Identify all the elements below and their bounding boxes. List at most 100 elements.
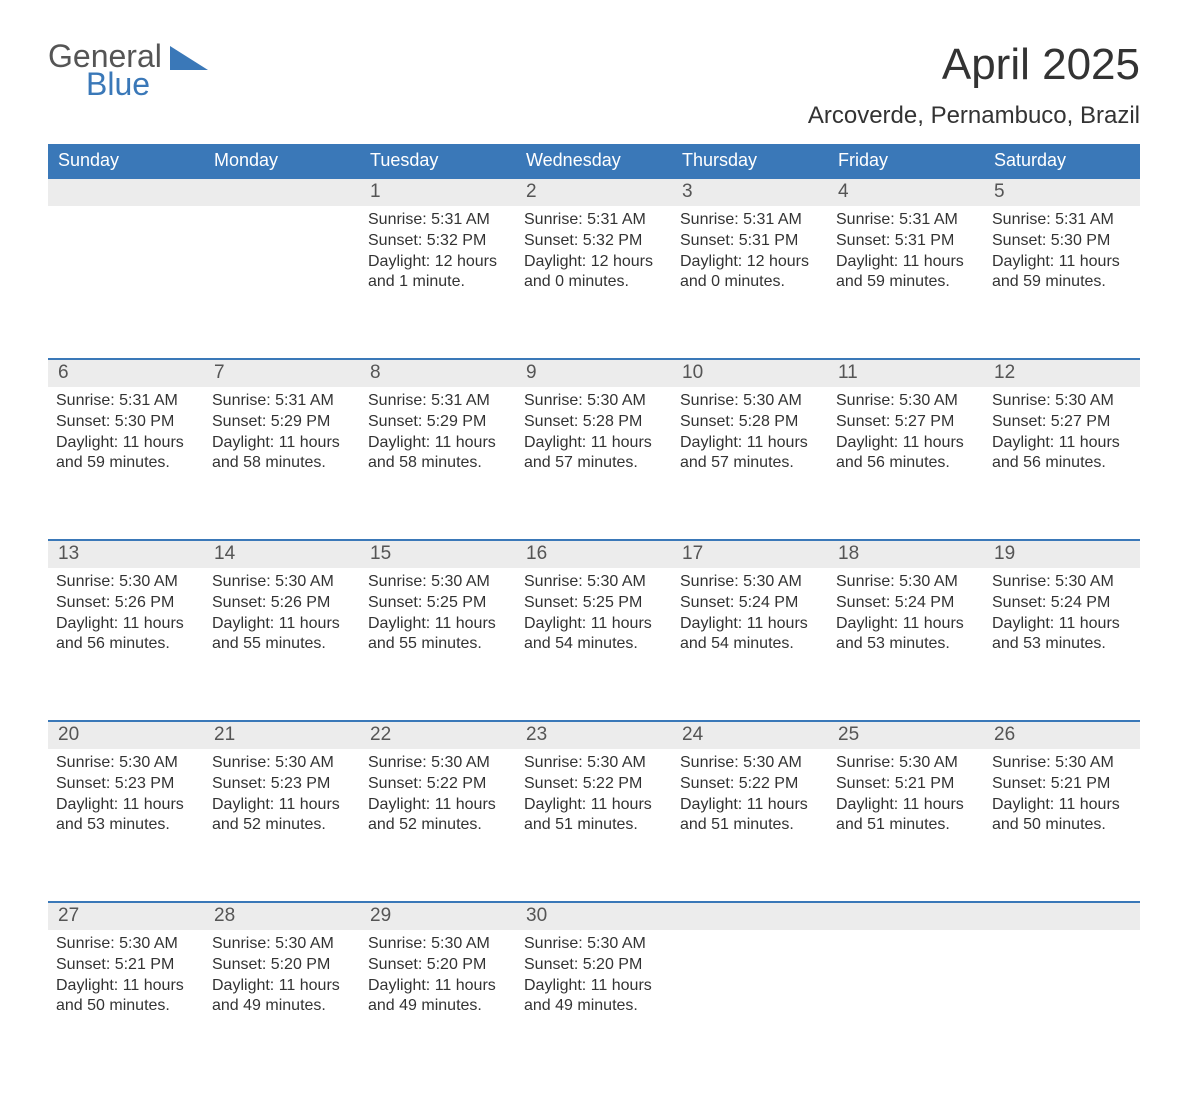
sunrise-text: Sunrise: 5:30 AM bbox=[524, 391, 664, 412]
day-cell: Sunrise: 5:30 AMSunset: 5:21 PMDaylight:… bbox=[48, 934, 204, 1062]
day-number: 22 bbox=[360, 722, 516, 749]
day-cell: Sunrise: 5:30 AMSunset: 5:23 PMDaylight:… bbox=[204, 753, 360, 881]
sunrise-text: Sunrise: 5:30 AM bbox=[368, 753, 508, 774]
day-number: 30 bbox=[516, 903, 672, 930]
weekday-header: Sunday bbox=[48, 144, 204, 179]
day-cell bbox=[672, 934, 828, 1062]
day-cell: Sunrise: 5:30 AMSunset: 5:28 PMDaylight:… bbox=[672, 391, 828, 519]
header: General Blue April 2025 Arcoverde, Perna… bbox=[48, 40, 1140, 130]
day-number: 24 bbox=[672, 722, 828, 749]
day-body: Sunrise: 5:30 AMSunset: 5:22 PMDaylight:… bbox=[368, 753, 508, 836]
sunset-text: Sunset: 5:22 PM bbox=[524, 774, 664, 795]
day-cell: Sunrise: 5:30 AMSunset: 5:25 PMDaylight:… bbox=[516, 572, 672, 700]
week-wrapper: 13141516171819Sunrise: 5:30 AMSunset: 5:… bbox=[48, 539, 1140, 700]
day-cell bbox=[828, 934, 984, 1062]
sunrise-text: Sunrise: 5:31 AM bbox=[836, 210, 976, 231]
day-number: 6 bbox=[48, 360, 204, 387]
sunset-text: Sunset: 5:32 PM bbox=[524, 231, 664, 252]
day-number: 25 bbox=[828, 722, 984, 749]
sunrise-text: Sunrise: 5:30 AM bbox=[212, 572, 352, 593]
sunrise-text: Sunrise: 5:30 AM bbox=[680, 391, 820, 412]
logo: General Blue bbox=[48, 40, 208, 100]
sunset-text: Sunset: 5:21 PM bbox=[836, 774, 976, 795]
sunset-text: Sunset: 5:25 PM bbox=[368, 593, 508, 614]
day-cell: Sunrise: 5:30 AMSunset: 5:22 PMDaylight:… bbox=[516, 753, 672, 881]
daylight-text: Daylight: 11 hours and 49 minutes. bbox=[524, 976, 664, 1018]
day-body: Sunrise: 5:30 AMSunset: 5:28 PMDaylight:… bbox=[524, 391, 664, 474]
sunset-text: Sunset: 5:30 PM bbox=[992, 231, 1132, 252]
weekday-header: Monday bbox=[204, 144, 360, 179]
day-body: Sunrise: 5:31 AMSunset: 5:31 PMDaylight:… bbox=[836, 210, 976, 293]
daylight-text: Daylight: 11 hours and 51 minutes. bbox=[524, 795, 664, 837]
day-cell: Sunrise: 5:31 AMSunset: 5:30 PMDaylight:… bbox=[984, 210, 1140, 338]
day-body: Sunrise: 5:31 AMSunset: 5:31 PMDaylight:… bbox=[680, 210, 820, 293]
sunset-text: Sunset: 5:24 PM bbox=[680, 593, 820, 614]
daylight-text: Daylight: 11 hours and 56 minutes. bbox=[992, 433, 1132, 475]
day-body: Sunrise: 5:31 AMSunset: 5:30 PMDaylight:… bbox=[56, 391, 196, 474]
sunrise-text: Sunrise: 5:30 AM bbox=[680, 572, 820, 593]
day-cell: Sunrise: 5:30 AMSunset: 5:22 PMDaylight:… bbox=[360, 753, 516, 881]
daylight-text: Daylight: 11 hours and 57 minutes. bbox=[680, 433, 820, 475]
sunset-text: Sunset: 5:30 PM bbox=[56, 412, 196, 433]
day-body: Sunrise: 5:30 AMSunset: 5:27 PMDaylight:… bbox=[992, 391, 1132, 474]
day-body: Sunrise: 5:31 AMSunset: 5:30 PMDaylight:… bbox=[992, 210, 1132, 293]
day-cell: Sunrise: 5:31 AMSunset: 5:29 PMDaylight:… bbox=[204, 391, 360, 519]
day-cell: Sunrise: 5:30 AMSunset: 5:26 PMDaylight:… bbox=[204, 572, 360, 700]
sunrise-text: Sunrise: 5:30 AM bbox=[524, 753, 664, 774]
sunrise-text: Sunrise: 5:31 AM bbox=[524, 210, 664, 231]
day-cell: Sunrise: 5:30 AMSunset: 5:23 PMDaylight:… bbox=[48, 753, 204, 881]
sunset-text: Sunset: 5:20 PM bbox=[524, 955, 664, 976]
day-number-row: 6789101112 bbox=[48, 360, 1140, 387]
daylight-text: Daylight: 11 hours and 59 minutes. bbox=[992, 252, 1132, 294]
sunset-text: Sunset: 5:28 PM bbox=[524, 412, 664, 433]
sunset-text: Sunset: 5:20 PM bbox=[212, 955, 352, 976]
day-number-row: 27282930 bbox=[48, 903, 1140, 930]
day-number: 16 bbox=[516, 541, 672, 568]
day-cell: Sunrise: 5:30 AMSunset: 5:24 PMDaylight:… bbox=[672, 572, 828, 700]
location: Arcoverde, Pernambuco, Brazil bbox=[808, 102, 1140, 130]
logo-text-block: General Blue bbox=[48, 40, 162, 100]
day-number: 23 bbox=[516, 722, 672, 749]
day-body: Sunrise: 5:30 AMSunset: 5:27 PMDaylight:… bbox=[836, 391, 976, 474]
week-wrapper: 20212223242526Sunrise: 5:30 AMSunset: 5:… bbox=[48, 720, 1140, 881]
day-body: Sunrise: 5:30 AMSunset: 5:20 PMDaylight:… bbox=[212, 934, 352, 1017]
daylight-text: Daylight: 11 hours and 58 minutes. bbox=[368, 433, 508, 475]
sunrise-text: Sunrise: 5:30 AM bbox=[56, 572, 196, 593]
daylight-text: Daylight: 11 hours and 59 minutes. bbox=[836, 252, 976, 294]
day-body: Sunrise: 5:30 AMSunset: 5:26 PMDaylight:… bbox=[56, 572, 196, 655]
sunset-text: Sunset: 5:27 PM bbox=[836, 412, 976, 433]
day-body: Sunrise: 5:31 AMSunset: 5:29 PMDaylight:… bbox=[368, 391, 508, 474]
sunset-text: Sunset: 5:26 PM bbox=[56, 593, 196, 614]
day-body: Sunrise: 5:31 AMSunset: 5:32 PMDaylight:… bbox=[524, 210, 664, 293]
sunrise-text: Sunrise: 5:31 AM bbox=[368, 210, 508, 231]
day-number: 14 bbox=[204, 541, 360, 568]
sunrise-text: Sunrise: 5:30 AM bbox=[524, 572, 664, 593]
sunrise-text: Sunrise: 5:31 AM bbox=[992, 210, 1132, 231]
sunrise-text: Sunrise: 5:30 AM bbox=[368, 934, 508, 955]
sunrise-text: Sunrise: 5:30 AM bbox=[992, 753, 1132, 774]
day-cell: Sunrise: 5:30 AMSunset: 5:21 PMDaylight:… bbox=[984, 753, 1140, 881]
day-body-row: Sunrise: 5:30 AMSunset: 5:26 PMDaylight:… bbox=[48, 572, 1140, 700]
sunset-text: Sunset: 5:25 PM bbox=[524, 593, 664, 614]
day-number: 11 bbox=[828, 360, 984, 387]
day-body-row: Sunrise: 5:31 AMSunset: 5:32 PMDaylight:… bbox=[48, 210, 1140, 338]
day-number: 1 bbox=[360, 179, 516, 206]
sunrise-text: Sunrise: 5:30 AM bbox=[836, 572, 976, 593]
daylight-text: Daylight: 11 hours and 52 minutes. bbox=[368, 795, 508, 837]
sunrise-text: Sunrise: 5:30 AM bbox=[992, 391, 1132, 412]
day-body: Sunrise: 5:30 AMSunset: 5:21 PMDaylight:… bbox=[836, 753, 976, 836]
day-cell bbox=[984, 934, 1140, 1062]
day-number: 7 bbox=[204, 360, 360, 387]
sunset-text: Sunset: 5:28 PM bbox=[680, 412, 820, 433]
daylight-text: Daylight: 11 hours and 51 minutes. bbox=[836, 795, 976, 837]
day-number-row: 20212223242526 bbox=[48, 722, 1140, 749]
sunrise-text: Sunrise: 5:30 AM bbox=[212, 753, 352, 774]
day-number: 3 bbox=[672, 179, 828, 206]
day-cell: Sunrise: 5:30 AMSunset: 5:20 PMDaylight:… bbox=[360, 934, 516, 1062]
sunrise-text: Sunrise: 5:30 AM bbox=[836, 391, 976, 412]
daylight-text: Daylight: 11 hours and 54 minutes. bbox=[680, 614, 820, 656]
day-number: 8 bbox=[360, 360, 516, 387]
day-body: Sunrise: 5:31 AMSunset: 5:29 PMDaylight:… bbox=[212, 391, 352, 474]
day-cell: Sunrise: 5:30 AMSunset: 5:24 PMDaylight:… bbox=[984, 572, 1140, 700]
day-number: 26 bbox=[984, 722, 1140, 749]
